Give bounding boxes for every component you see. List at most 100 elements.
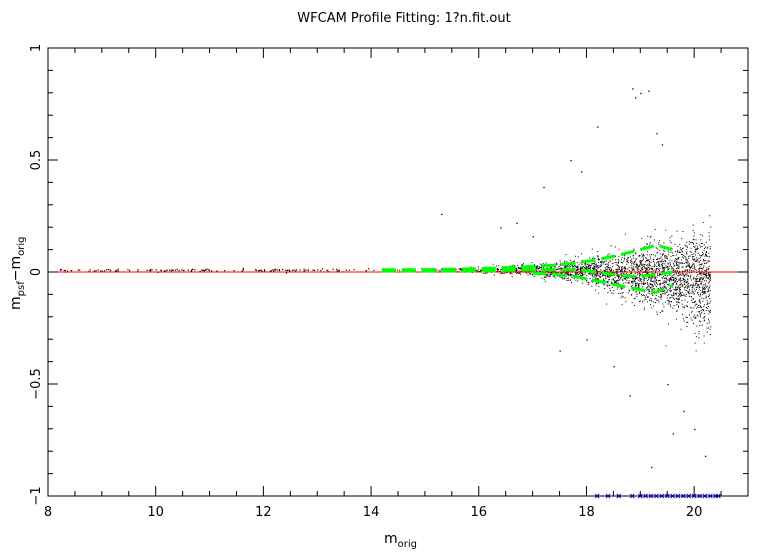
data-point xyxy=(675,318,677,320)
data-point xyxy=(706,270,708,272)
data-point xyxy=(696,242,698,244)
data-point xyxy=(616,282,618,284)
data-point xyxy=(680,283,682,285)
x-axis-label: morig xyxy=(384,531,417,550)
data-point xyxy=(683,275,685,277)
data-point xyxy=(664,257,666,259)
data-point xyxy=(647,272,649,274)
data-point xyxy=(638,270,640,272)
data-point xyxy=(694,314,696,316)
data-point xyxy=(664,281,666,283)
data-point xyxy=(623,273,625,275)
data-point xyxy=(690,266,692,268)
data-point xyxy=(553,267,555,269)
data-point xyxy=(702,289,704,291)
data-point xyxy=(591,263,593,265)
data-point xyxy=(660,256,662,258)
data-point xyxy=(653,239,655,241)
data-point xyxy=(696,248,698,250)
data-point xyxy=(183,269,185,272)
data-point xyxy=(673,255,675,257)
data-point xyxy=(618,260,620,262)
data-point xyxy=(697,278,699,280)
data-point xyxy=(663,293,665,295)
data-point xyxy=(697,306,699,308)
data-point xyxy=(567,265,569,267)
data-point xyxy=(683,274,685,276)
data-point xyxy=(642,254,644,256)
data-point xyxy=(600,274,602,276)
data-point xyxy=(659,273,661,275)
data-point xyxy=(577,268,579,270)
data-point xyxy=(679,291,681,293)
data-point xyxy=(683,273,685,275)
data-point xyxy=(613,366,615,368)
data-point xyxy=(682,273,684,275)
data-point xyxy=(673,297,675,299)
data-point xyxy=(617,286,619,288)
data-point xyxy=(703,306,705,308)
data-point xyxy=(678,302,680,304)
data-point xyxy=(601,261,603,263)
data-point xyxy=(613,270,615,272)
data-point xyxy=(659,268,661,270)
data-point xyxy=(698,337,700,339)
data-point xyxy=(272,269,274,271)
data-point xyxy=(552,275,554,277)
data-point xyxy=(682,277,684,279)
data-point xyxy=(653,281,655,283)
data-point xyxy=(664,287,666,289)
data-point xyxy=(702,310,704,312)
data-point xyxy=(651,307,653,309)
data-point xyxy=(676,289,678,291)
data-point xyxy=(620,261,622,263)
data-point xyxy=(575,266,577,268)
data-point xyxy=(696,248,698,250)
data-point xyxy=(700,283,702,285)
data-point xyxy=(694,278,696,280)
data-point xyxy=(640,278,642,280)
data-point xyxy=(527,274,529,276)
data-point xyxy=(689,266,691,268)
data-point xyxy=(684,244,686,246)
data-point xyxy=(586,263,588,265)
data-point xyxy=(557,272,559,274)
data-point xyxy=(137,270,139,272)
data-point xyxy=(698,288,700,290)
data-point xyxy=(700,257,702,259)
data-point xyxy=(694,317,696,319)
data-point xyxy=(509,272,511,274)
data-point xyxy=(521,264,523,266)
data-point xyxy=(655,279,657,281)
data-point xyxy=(604,269,606,271)
data-point xyxy=(638,301,640,303)
data-point xyxy=(607,263,609,265)
data-point xyxy=(692,301,694,303)
data-point xyxy=(187,269,189,271)
data-point xyxy=(549,276,551,278)
data-point xyxy=(679,294,681,296)
data-point xyxy=(622,296,624,298)
data-point xyxy=(639,279,641,281)
data-point xyxy=(687,270,689,272)
data-point xyxy=(707,302,709,304)
data-point xyxy=(675,292,677,294)
data-point xyxy=(628,289,630,291)
data-point xyxy=(621,270,623,272)
data-point xyxy=(559,350,561,352)
data-point xyxy=(624,267,626,269)
data-point xyxy=(599,261,601,263)
upper-sigma-curve xyxy=(381,243,674,272)
data-point xyxy=(254,269,257,271)
data-point xyxy=(632,268,634,270)
data-point xyxy=(696,278,698,280)
data-point xyxy=(665,265,667,267)
data-point xyxy=(543,186,545,189)
data-point xyxy=(706,280,708,282)
data-point xyxy=(665,278,667,280)
data-point xyxy=(701,287,703,289)
data-point xyxy=(677,267,679,269)
data-point xyxy=(641,273,643,275)
data-point xyxy=(667,262,669,264)
data-point xyxy=(689,307,691,309)
